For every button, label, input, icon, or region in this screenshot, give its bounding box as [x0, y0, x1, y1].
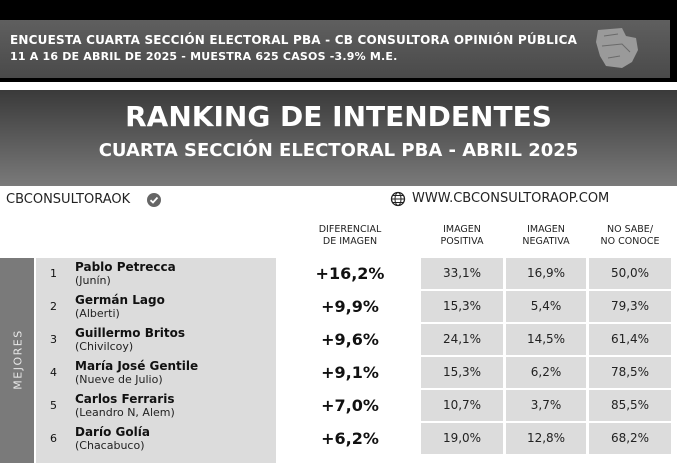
column-header-line: POSITIVA: [440, 236, 484, 247]
column-header-line: NO CONOCE: [600, 236, 660, 247]
table-row: 5 Carlos Ferraris (Leandro N, Alem) +7,0…: [0, 390, 677, 423]
table-row: 1 Pablo Petrecca (Junín) +16,2% 33,1% 16…: [0, 258, 677, 291]
column-header-negativa: IMAGEN NEGATIVA: [506, 224, 586, 248]
title-box: RANKING DE INTENDENTES CUARTA SECCIÓN EL…: [0, 90, 677, 186]
negative-image: 16,9%: [506, 258, 586, 289]
social-handle: CBCONSULTORAOK: [6, 192, 131, 207]
page-subtitle: CUARTA SECCIÓN ELECTORAL PBA - ABRIL 202…: [98, 140, 579, 161]
mayor-district: (Chacabuco): [75, 439, 145, 452]
mayor-name: María José Gentile: [75, 359, 199, 373]
positive-image: 24,1%: [421, 324, 503, 355]
website-text: WWW.CBCONSULTORAOP.COM: [412, 191, 610, 206]
unknown-image: 50,0%: [589, 258, 671, 289]
column-header-line: NO SABE/: [606, 224, 654, 235]
table-row: 2 Germán Lago (Alberti) +9,9% 15,3% 5,4%…: [0, 291, 677, 324]
positive-image: 33,1%: [421, 258, 503, 289]
mayor-district: (Nueve de Julio): [75, 373, 163, 386]
mayor-name: Germán Lago: [75, 293, 165, 307]
province-map-icon: [596, 28, 638, 68]
column-header-line: NEGATIVA: [522, 236, 570, 247]
column-header-diferencial: DIFERENCIAL DE IMAGEN: [300, 224, 400, 248]
rank-number: 2: [50, 300, 57, 313]
mayor-name: Carlos Ferraris: [75, 392, 175, 406]
negative-image: 6,2%: [506, 357, 586, 388]
column-header-no-conoce: NO SABE/ NO CONOCE: [589, 224, 671, 248]
positive-image: 15,3%: [421, 357, 503, 388]
image-differential: +9,1%: [321, 363, 379, 382]
positive-image: 10,7%: [421, 390, 503, 421]
negative-image: 5,4%: [506, 291, 586, 322]
rank-number: 3: [50, 333, 57, 346]
mayor-district: (Leandro N, Alem): [75, 406, 175, 419]
column-header-line: IMAGEN: [527, 224, 565, 235]
unknown-image: 78,5%: [589, 357, 671, 388]
names-background: [36, 258, 276, 463]
unknown-image: 61,4%: [589, 324, 671, 355]
unknown-image: 68,2%: [589, 423, 671, 454]
negative-image: 12,8%: [506, 423, 586, 454]
column-header-line: DE IMAGEN: [322, 236, 378, 247]
mayor-district: (Chivilcoy): [75, 340, 134, 353]
survey-details: 11 A 16 DE ABRIL DE 2025 - MUESTRA 625 C…: [10, 50, 398, 63]
image-differential: +16,2%: [315, 264, 385, 283]
image-differential: +6,2%: [321, 429, 379, 448]
image-differential: +9,6%: [321, 330, 379, 349]
rank-number: 6: [50, 432, 57, 445]
positive-image: 15,3%: [421, 291, 503, 322]
mayor-district: (Alberti): [75, 307, 120, 320]
mayor-name: Darío Golía: [75, 425, 150, 439]
mayor-district: (Junín): [75, 274, 111, 287]
verified-badge-icon: [147, 193, 161, 207]
table-row: 6 Darío Golía (Chacabuco) +6,2% 19,0% 12…: [0, 423, 677, 456]
table-row: 3 Guillermo Britos (Chivilcoy) +9,6% 24,…: [0, 324, 677, 357]
column-header-line: DIFERENCIAL: [318, 224, 382, 235]
negative-image: 14,5%: [506, 324, 586, 355]
table-row: 4 María José Gentile (Nueve de Julio) +9…: [0, 357, 677, 390]
image-differential: +7,0%: [321, 396, 379, 415]
unknown-image: 79,3%: [589, 291, 671, 322]
positive-image: 19,0%: [421, 423, 503, 454]
image-differential: +9,9%: [321, 297, 379, 316]
header-bar: ENCUESTA CUARTA SECCIÓN ELECTORAL PBA - …: [0, 0, 677, 82]
unknown-image: 85,5%: [589, 390, 671, 421]
column-header-line: IMAGEN: [443, 224, 481, 235]
rank-number: 5: [50, 399, 57, 412]
page-title: RANKING DE INTENDENTES: [125, 100, 552, 133]
column-header-positiva: IMAGEN POSITIVA: [421, 224, 503, 248]
survey-title: ENCUESTA CUARTA SECCIÓN ELECTORAL PBA - …: [10, 33, 578, 47]
website-link: WWW.CBCONSULTORAOP.COM: [390, 191, 609, 206]
header-band: [0, 20, 670, 78]
rank-number: 1: [50, 267, 57, 280]
negative-image: 3,7%: [506, 390, 586, 421]
mayor-name: Pablo Petrecca: [75, 260, 176, 274]
section-side-bar: MEJORES: [0, 258, 34, 463]
mayor-name: Guillermo Britos: [75, 326, 186, 340]
globe-icon: [390, 191, 406, 207]
rank-number: 4: [50, 366, 57, 379]
